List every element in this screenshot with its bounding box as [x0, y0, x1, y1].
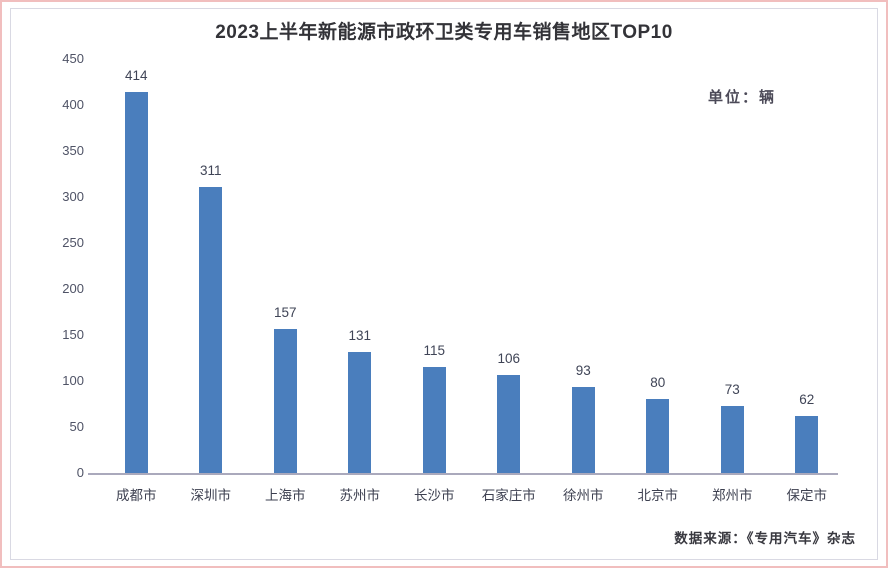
y-tick-label: 50: [69, 419, 84, 434]
bar: [646, 399, 670, 473]
bar-value-label: 131: [348, 328, 372, 343]
bar-value-label: 414: [124, 68, 148, 83]
x-category-label: 深圳市: [190, 488, 232, 503]
bar-value-label: 80: [650, 375, 666, 390]
bar-value-label: 93: [575, 363, 591, 378]
bar-column: 73: [695, 382, 770, 473]
plot-area: 414 311 157 131 115 106 93 80 73 62: [99, 0, 844, 473]
bar: [571, 387, 595, 473]
x-category-label: 石家庄市: [481, 488, 536, 503]
bar-column: 93: [546, 363, 621, 473]
bar: [720, 406, 744, 473]
bar: [273, 329, 297, 473]
y-tick-label: 150: [62, 327, 84, 342]
bar-column: 62: [770, 392, 845, 473]
bar-value-label: 73: [724, 382, 740, 397]
x-category-label: 长沙市: [414, 488, 455, 503]
bar: [348, 352, 372, 473]
bar-column: 80: [621, 375, 696, 473]
y-tick-label: 350: [62, 143, 84, 158]
y-tick-label: 450: [62, 51, 84, 66]
bar-column: 311: [174, 163, 249, 473]
bar-column: 106: [472, 351, 547, 473]
bar-value-label: 115: [423, 343, 446, 358]
bar: [124, 92, 148, 473]
bar: [795, 416, 819, 473]
bar-value-label: 311: [199, 163, 222, 178]
y-tick-label: 200: [62, 281, 84, 296]
bar: [199, 187, 223, 473]
bar: [422, 367, 446, 473]
y-tick-label: 300: [62, 189, 84, 204]
x-category-label: 保定市: [786, 488, 828, 503]
bar-column: 131: [323, 328, 398, 473]
unit-label: 单位：辆: [708, 89, 777, 106]
y-tick-label: 400: [62, 97, 84, 112]
bar-value-label: 106: [497, 351, 521, 366]
bar: [497, 375, 521, 473]
x-category-label: 北京市: [637, 488, 679, 503]
x-category-label: 徐州市: [563, 488, 604, 503]
bar-column: 157: [248, 305, 323, 473]
bar-value-label: 157: [273, 305, 297, 320]
y-tick-label: 250: [62, 235, 84, 250]
y-tick-label: 0: [76, 465, 84, 480]
x-category-label: 上海市: [265, 488, 306, 503]
x-category-label: 苏州市: [339, 488, 381, 503]
x-category-label: 成都市: [116, 488, 157, 503]
chart-title: 2023上半年新能源市政环卫类专用车销售地区TOP10: [215, 22, 673, 43]
bar-column: 115: [397, 343, 472, 473]
x-category-label: 郑州市: [712, 488, 753, 503]
y-tick-label: 100: [62, 373, 84, 388]
bar-column: 414: [99, 68, 174, 473]
bar-value-label: 62: [799, 392, 815, 407]
source-note: 数据来源：《专用汽车》杂志: [674, 531, 856, 546]
x-axis-line: [88, 473, 838, 475]
x-axis-labels: 成都市 深圳市 上海市 苏州市 长沙市 石家庄市 徐州市 北京市 郑州市 保定市: [99, 484, 844, 504]
